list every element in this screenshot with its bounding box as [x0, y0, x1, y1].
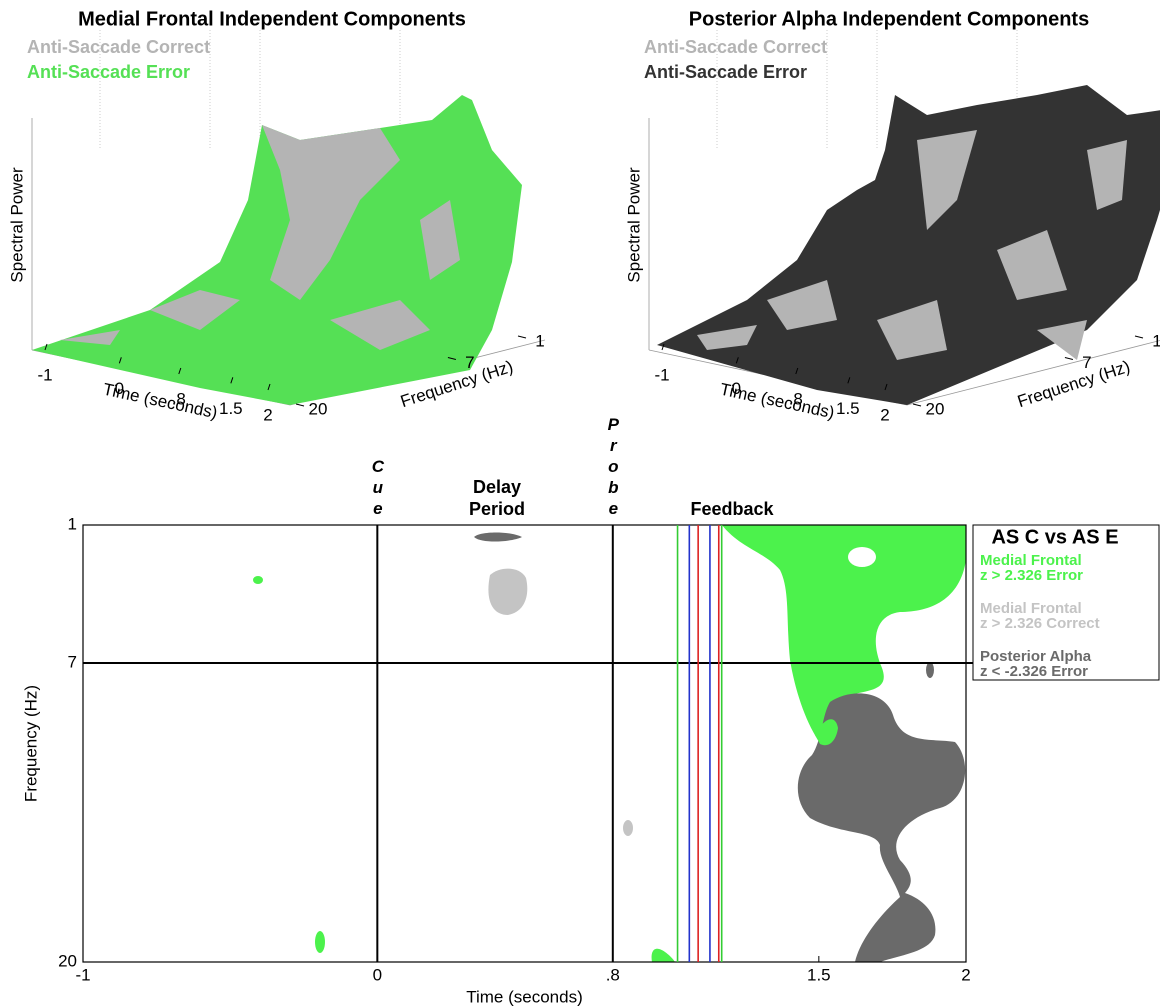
event-label: Probe: [603, 415, 623, 520]
y-tick-label: 7: [465, 353, 474, 372]
x-tick-label: 1.5: [807, 965, 831, 984]
x-tick-label: .8: [606, 965, 620, 984]
region: [623, 820, 633, 836]
surface-patch: [330, 300, 430, 350]
y-tick-label: 1: [68, 514, 77, 533]
legend-stat: z < -2.326 Error: [980, 663, 1088, 680]
legend-stat: z > 2.326 Correct: [980, 615, 1100, 632]
x-tick: [44, 343, 48, 351]
x-tick-label: .8: [172, 389, 186, 408]
annotation: Delay Period: [468, 477, 525, 519]
y-axis-label: Frequency (Hz): [1015, 357, 1132, 411]
legend-box: [972, 524, 1160, 681]
surface-patch: [697, 325, 757, 350]
y-tick-label: 20: [58, 951, 77, 970]
legend-entry: Anti-Saccade Error: [27, 62, 190, 82]
x-tick: [118, 357, 122, 364]
x-tick-label: 0: [732, 379, 741, 398]
y-tick-label: 7: [1082, 353, 1091, 372]
legend-entry: Anti-Saccade Correct: [644, 37, 827, 57]
x-tick-label: 0: [373, 965, 382, 984]
legend-entry: Anti-Saccade Correct: [27, 37, 210, 57]
axis-line: [906, 340, 1160, 406]
y-tick: [912, 403, 922, 407]
x-tick: [884, 383, 888, 391]
legend-entry: Posterior Alpha: [980, 648, 1092, 665]
region: [488, 568, 528, 615]
y-axis-label: Frequency (Hz): [21, 685, 40, 802]
event-label: Cue: [368, 457, 388, 520]
x-tick: [267, 383, 271, 391]
x-tick-label: 2: [263, 405, 272, 424]
region: [474, 532, 522, 542]
x-tick: [230, 377, 234, 384]
region: [926, 662, 934, 678]
region: [253, 576, 263, 584]
surface-patch: [1087, 140, 1127, 210]
y-tick-label: 1: [1152, 331, 1160, 350]
region-hole: [848, 547, 876, 567]
y-tick-label: 20: [309, 399, 328, 418]
x-axis-label: Time (seconds): [466, 987, 583, 1006]
x-tick: [795, 367, 799, 375]
y-tick-label: 1: [535, 331, 544, 350]
y-tick: [1134, 335, 1144, 339]
surface-patch: [1037, 320, 1087, 360]
y-tick: [1064, 356, 1074, 360]
surface-patch: [877, 300, 947, 360]
legend-title: AS C vs AS E: [991, 526, 1118, 548]
contour-regions: [253, 525, 966, 962]
x-tick-label: -1: [75, 965, 90, 984]
x-tick: [735, 357, 739, 364]
surface-patch: [767, 280, 837, 330]
surface-patch: [420, 200, 460, 280]
region: [651, 948, 675, 962]
x-tick-label: .8: [789, 389, 803, 408]
chart-title: Medial Frontal Independent Components: [78, 8, 466, 30]
legend-entry: Medial Frontal: [980, 600, 1082, 617]
z-axis-label: Spectral Power: [7, 167, 26, 283]
surface-patch: [60, 330, 120, 345]
y-tick: [517, 335, 527, 339]
x-tick-label: 2: [961, 965, 970, 984]
y-tick-label: 7: [68, 652, 77, 671]
region: [815, 719, 838, 746]
x-tick: [847, 377, 851, 384]
region: [797, 693, 966, 962]
legend-entry: Medial Frontal: [980, 552, 1082, 569]
x-tick-label: -1: [37, 365, 52, 384]
plot-frame: [82, 524, 967, 963]
x-tick-label: 1.5: [219, 399, 243, 418]
legend-entry: Anti-Saccade Error: [644, 62, 807, 82]
surface-patch: [262, 125, 400, 300]
surface-patch: [150, 290, 240, 330]
y-tick-label: 20: [926, 399, 945, 418]
legend-stat: z > 2.326 Error: [980, 567, 1083, 584]
y-tick: [295, 403, 305, 407]
x-tick: [178, 367, 182, 375]
x-tick-label: -1: [654, 365, 669, 384]
y-tick: [447, 356, 457, 360]
x-tick-label: 0: [115, 379, 124, 398]
surface-patch: [917, 130, 977, 230]
annotation: Feedback: [690, 499, 774, 519]
x-tick-label: 1.5: [836, 399, 860, 418]
surface: [657, 85, 1160, 405]
region: [315, 931, 325, 953]
x-tick-label: 2: [880, 405, 889, 424]
surface-patch: [997, 230, 1067, 300]
z-axis-label: Spectral Power: [624, 167, 643, 283]
x-tick: [661, 343, 665, 351]
region: [722, 525, 966, 740]
chart-title: Posterior Alpha Independent Components: [689, 8, 1089, 30]
